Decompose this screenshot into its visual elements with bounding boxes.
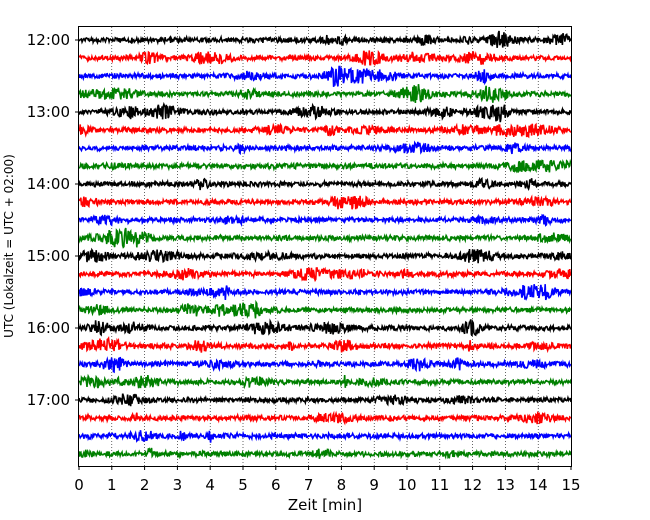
y-axis-label: UTC (Lokalzeit = UTC + 02:00) [2, 154, 16, 338]
trace-line [78, 49, 572, 66]
trace-line [78, 176, 572, 192]
x-axis-ticks: 0 1 2 3 4 5 6 7 8 9 10 11 12 13 14 15 [74, 466, 581, 494]
trace-line [78, 30, 572, 48]
trace-line [78, 336, 572, 354]
trace-line [78, 84, 572, 103]
trace-line [78, 213, 572, 228]
x-tick-label: 10 [397, 476, 416, 494]
y-tick-label: 12:00 [27, 31, 70, 49]
trace-line [78, 247, 572, 264]
trace-line [78, 447, 572, 460]
x-tick-label: 14 [529, 476, 548, 494]
x-tick-label: 11 [430, 476, 449, 494]
trace-line [78, 122, 572, 139]
trace-line [78, 373, 572, 390]
x-tick-label: 2 [140, 476, 150, 494]
y-tick-label: 16:00 [27, 319, 70, 337]
x-tick-label: 5 [238, 476, 248, 494]
trace-line [78, 429, 572, 443]
trace-line [78, 410, 572, 426]
x-axis-label: Zeit [min] [288, 496, 362, 514]
trace-line [78, 194, 572, 210]
trace-line [78, 284, 572, 301]
y-tick-label: 14:00 [27, 175, 70, 193]
trace-line [78, 299, 572, 319]
trace-line [78, 318, 572, 337]
x-tick-label: 9 [369, 476, 379, 494]
trace-line [78, 158, 572, 174]
x-tick-label: 7 [304, 476, 314, 494]
x-tick-label: 12 [463, 476, 482, 494]
x-tick-label: 15 [561, 476, 580, 494]
y-tick-label: 17:00 [27, 391, 70, 409]
trace-line [78, 227, 572, 249]
x-tick-label: 8 [337, 476, 347, 494]
trace-line [78, 393, 572, 407]
trace-line [78, 65, 572, 88]
y-tick-label: 13:00 [27, 103, 70, 121]
trace-line [78, 266, 572, 283]
x-tick-label: 0 [74, 476, 84, 494]
x-tick-label: 3 [173, 476, 183, 494]
x-tick-label: 4 [205, 476, 215, 494]
trace-line [78, 356, 572, 374]
x-tick-label: 13 [496, 476, 515, 494]
y-tick-label: 15:00 [27, 247, 70, 265]
seismogram-traces [78, 30, 572, 460]
trace-line [78, 140, 572, 156]
y-axis-ticks: 12:00 13:00 14:00 15:00 16:00 17:00 [27, 31, 79, 409]
vertical-grid [111, 27, 539, 466]
x-tick-label: 1 [107, 476, 117, 494]
trace-line [78, 101, 572, 123]
x-tick-label: 6 [271, 476, 281, 494]
plot-frame [78, 26, 572, 467]
